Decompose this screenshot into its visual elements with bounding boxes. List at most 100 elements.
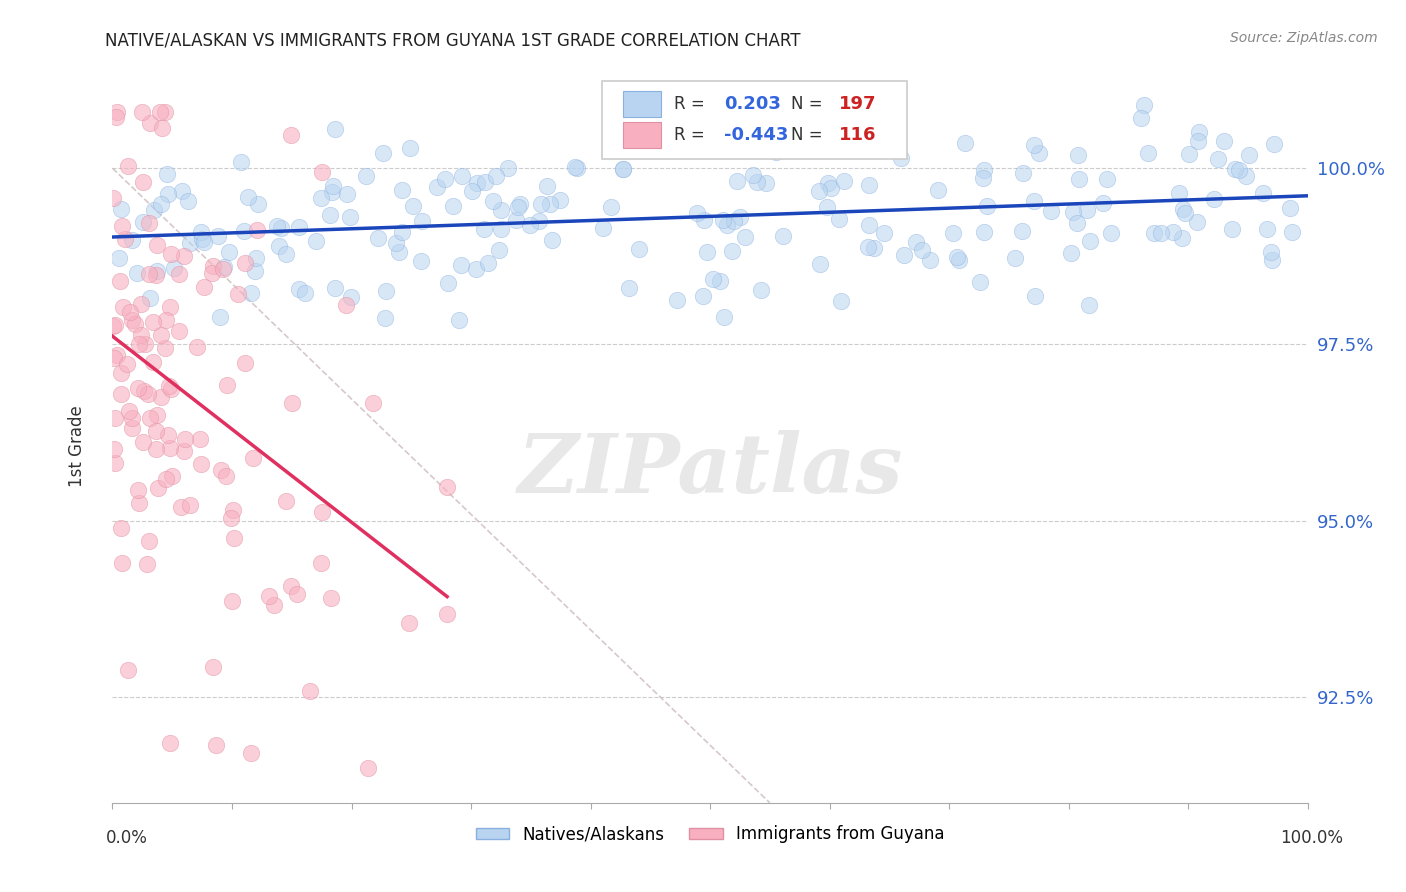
- Point: [1076, 203, 1098, 218]
- Legend: Natives/Alaskans, Immigrants from Guyana: Natives/Alaskans, Immigrants from Guyana: [470, 819, 950, 850]
- Point: [149, 390, 172, 404]
- Point: [153, 342, 176, 356]
- Point: [1066, 216, 1088, 230]
- Point: [285, 586, 308, 600]
- Point: [335, 298, 357, 312]
- Point: [1237, 148, 1260, 162]
- Point: [155, 313, 177, 327]
- Point: [465, 176, 488, 190]
- Point: [538, 197, 561, 211]
- Point: [391, 183, 413, 197]
- Point: [489, 202, 512, 217]
- Point: [138, 216, 160, 230]
- Point: [139, 291, 162, 305]
- Point: [617, 280, 640, 294]
- Point: [441, 199, 464, 213]
- Point: [807, 184, 830, 198]
- Point: [298, 684, 321, 698]
- Point: [1130, 111, 1153, 125]
- Point: [927, 183, 949, 197]
- Point: [129, 296, 152, 310]
- Point: [274, 246, 297, 260]
- Point: [942, 227, 965, 241]
- Point: [246, 223, 269, 237]
- Point: [148, 481, 170, 495]
- Point: [336, 187, 359, 202]
- Point: [911, 243, 934, 257]
- Point: [893, 248, 915, 262]
- Point: [270, 221, 292, 235]
- Point: [859, 127, 882, 141]
- Point: [138, 533, 160, 548]
- Point: [361, 395, 384, 409]
- Point: [179, 498, 201, 512]
- Point: [728, 210, 751, 224]
- Point: [1187, 134, 1209, 148]
- Point: [132, 215, 155, 229]
- Point: [104, 110, 127, 124]
- Point: [309, 556, 332, 570]
- Point: [104, 410, 127, 425]
- Point: [233, 356, 256, 370]
- Text: 100.0%: 100.0%: [1279, 829, 1343, 847]
- Point: [973, 162, 995, 177]
- Point: [1067, 172, 1090, 186]
- Point: [506, 200, 529, 214]
- Point: [725, 174, 748, 188]
- Point: [160, 382, 183, 396]
- Point: [1011, 166, 1033, 180]
- Point: [129, 327, 152, 342]
- Point: [340, 289, 363, 303]
- Point: [1256, 222, 1278, 236]
- Point: [1225, 162, 1247, 177]
- Point: [1177, 147, 1199, 161]
- Point: [1168, 186, 1191, 201]
- Point: [127, 381, 149, 395]
- Point: [692, 289, 714, 303]
- Point: [128, 496, 150, 510]
- Point: [354, 169, 377, 183]
- Text: R =: R =: [675, 127, 710, 145]
- Point: [111, 556, 134, 570]
- Point: [120, 305, 142, 319]
- Point: [145, 263, 167, 277]
- Point: [222, 531, 245, 545]
- Text: N =: N =: [792, 95, 828, 113]
- Point: [693, 213, 716, 227]
- Point: [146, 238, 169, 252]
- Point: [103, 351, 125, 365]
- Point: [755, 176, 778, 190]
- Point: [1067, 147, 1090, 161]
- Point: [1099, 227, 1122, 241]
- Point: [245, 263, 267, 277]
- Point: [131, 104, 153, 119]
- Point: [121, 421, 143, 435]
- Text: N =: N =: [792, 127, 828, 145]
- Point: [174, 432, 197, 446]
- Point: [1024, 288, 1046, 302]
- Point: [436, 480, 458, 494]
- Point: [612, 162, 634, 177]
- Text: ZIPatlas: ZIPatlas: [517, 430, 903, 509]
- Point: [686, 205, 709, 219]
- Text: 0.203: 0.203: [724, 95, 782, 113]
- Point: [398, 615, 420, 630]
- Point: [969, 275, 991, 289]
- Point: [612, 161, 634, 176]
- Point: [411, 214, 433, 228]
- Point: [1212, 134, 1234, 148]
- Point: [436, 607, 458, 621]
- Point: [904, 235, 927, 249]
- Point: [269, 239, 291, 253]
- Point: [1173, 202, 1195, 216]
- Point: [145, 425, 167, 439]
- Point: [1133, 98, 1156, 112]
- Point: [167, 267, 190, 281]
- Point: [115, 357, 138, 371]
- Point: [1097, 171, 1119, 186]
- Point: [1028, 146, 1050, 161]
- Point: [485, 169, 508, 183]
- Point: [391, 225, 413, 239]
- Point: [434, 171, 457, 186]
- Point: [1204, 192, 1226, 206]
